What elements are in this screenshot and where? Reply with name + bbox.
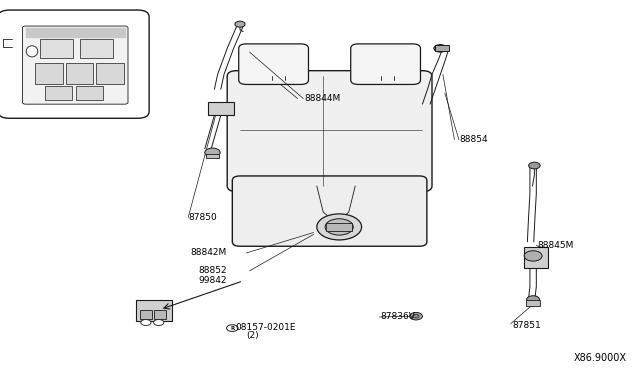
Circle shape (227, 325, 238, 331)
Text: 88854: 88854 (460, 135, 488, 144)
Circle shape (529, 162, 540, 169)
Bar (40, 39, 73, 58)
Bar (80, 39, 113, 58)
Text: 88844M: 88844M (304, 94, 340, 103)
Circle shape (205, 148, 220, 157)
Circle shape (434, 45, 447, 52)
Circle shape (524, 251, 542, 261)
Bar (526, 300, 540, 306)
Text: 88852: 88852 (198, 266, 227, 275)
Text: 87836V: 87836V (381, 312, 415, 321)
Bar (136, 300, 172, 321)
Circle shape (325, 219, 353, 235)
Text: (2): (2) (246, 331, 259, 340)
Ellipse shape (26, 46, 38, 57)
Circle shape (317, 214, 362, 240)
Circle shape (235, 21, 245, 27)
Circle shape (141, 320, 151, 326)
Text: 99842: 99842 (198, 276, 227, 285)
Bar (208, 102, 234, 115)
FancyBboxPatch shape (351, 44, 420, 84)
Bar (35, 63, 63, 84)
Text: 88842M: 88842M (191, 248, 227, 257)
Bar (154, 310, 166, 319)
Circle shape (413, 314, 419, 318)
Bar (96, 63, 124, 84)
Text: 08157-0201E: 08157-0201E (236, 323, 296, 332)
Text: 88845M: 88845M (538, 241, 574, 250)
Text: 87851: 87851 (512, 321, 541, 330)
Circle shape (154, 320, 164, 326)
Bar (76, 86, 103, 100)
FancyBboxPatch shape (239, 44, 308, 84)
FancyBboxPatch shape (232, 176, 427, 246)
Text: X86.9000X: X86.9000X (574, 353, 627, 363)
Bar (66, 63, 93, 84)
Bar (524, 247, 548, 268)
FancyBboxPatch shape (227, 71, 432, 192)
Bar (326, 223, 352, 231)
Text: 87850: 87850 (189, 213, 218, 222)
Circle shape (410, 312, 422, 320)
Bar (140, 310, 152, 319)
FancyBboxPatch shape (22, 26, 128, 104)
Bar (45, 86, 72, 100)
Text: R: R (230, 326, 234, 331)
Bar (435, 45, 449, 51)
Circle shape (527, 296, 540, 303)
Bar (206, 154, 219, 158)
FancyBboxPatch shape (0, 10, 149, 118)
